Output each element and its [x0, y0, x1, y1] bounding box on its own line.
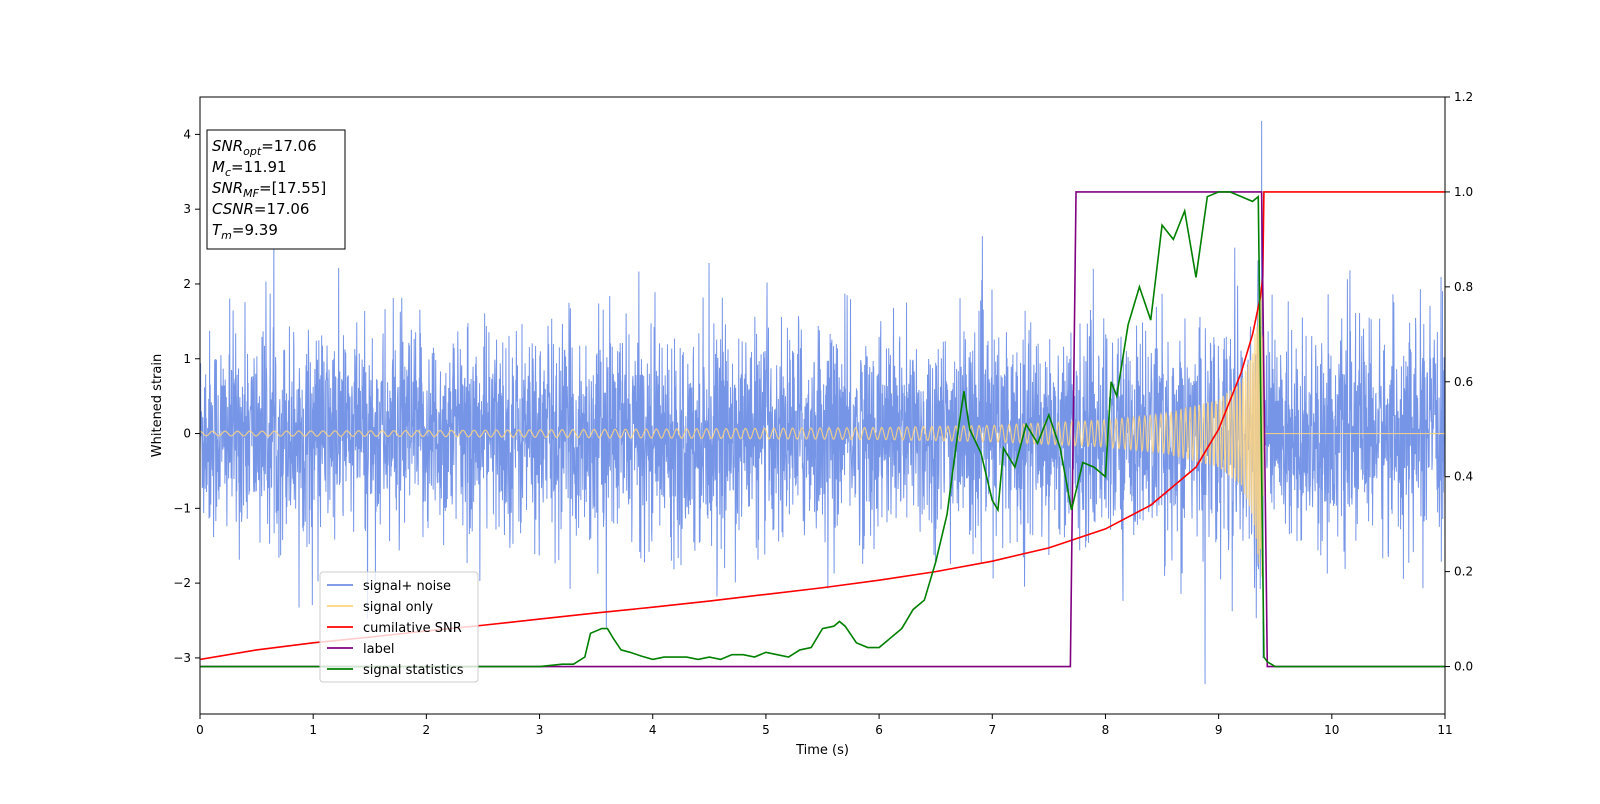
y2-tick-label: 1.2: [1454, 90, 1473, 104]
stats-box: [206, 129, 346, 250]
y2-tick-label: 0.0: [1454, 660, 1473, 674]
plot-frame: [199, 96, 1446, 715]
series-signal-only-line: [200, 291, 1445, 577]
stats-annotation: SNRopt=17.06Mc=11.91SNRMF=[17.55]CSNR=17…: [206, 129, 346, 250]
stats-line: SNRMF=[17.55]: [212, 179, 326, 200]
x-tick-label: 2: [423, 723, 431, 737]
x-tick-label: 0: [196, 723, 204, 737]
x-tick-label: 4: [649, 723, 657, 737]
y2-tick-label: 0.6: [1454, 375, 1473, 389]
x-tick-label: 8: [1102, 723, 1110, 737]
y-tick-label: 2: [183, 277, 191, 291]
stats-line: CSNR=17.06: [212, 200, 309, 218]
y2-tick-label: 1.0: [1454, 185, 1473, 199]
x-tick-label: 6: [875, 723, 883, 737]
y2-tick-label: 0.2: [1454, 565, 1473, 579]
legend: signal+ noise signal only cumilative SNR la…: [319, 571, 479, 683]
y-tick-label: 4: [183, 127, 191, 141]
x-tick-label: 11: [1437, 723, 1452, 737]
stats-line: Mc=11.91: [212, 158, 287, 179]
y-axis-label: Whitened strain: [150, 354, 165, 457]
y2-tick-label: 0.8: [1454, 280, 1473, 294]
stats-line: SNRopt=17.06: [212, 137, 317, 158]
stats-line: Tm=9.39: [212, 221, 278, 242]
x-tick-label: 3: [536, 723, 544, 737]
legend-entry: signal only: [363, 600, 433, 615]
x-tick-label: 7: [988, 723, 996, 737]
y-tick-label: 3: [183, 202, 191, 216]
y-tick-label: 1: [183, 352, 191, 366]
axes: 0 1 2 3 4 5 6 7 8 9 10 11 −3 −2 −1 0 1 2 3 4 0.0 0.2 0.4 0.6 0.8…: [150, 90, 1473, 758]
legend-entry: signal+ noise: [363, 579, 451, 594]
y-tick-label: 0: [183, 427, 191, 441]
x-tick-label: 1: [309, 723, 317, 737]
x-tick-label: 10: [1324, 723, 1339, 737]
series-signal-plus-noise-line: [200, 120, 1445, 685]
y-tick-label: −2: [173, 576, 191, 590]
x-tick-label: 9: [1215, 723, 1223, 737]
y2-tick-label: 0.4: [1454, 470, 1473, 484]
y-tick-label: −3: [173, 651, 191, 665]
series-signal-statistics-line: [200, 191, 1445, 668]
x-tick-label: 5: [762, 723, 770, 737]
legend-box: [319, 571, 479, 683]
x-axis-label: Time (s): [795, 743, 849, 758]
legend-entry: cumilative SNR: [363, 621, 462, 636]
y-tick-label: −1: [173, 501, 191, 515]
legend-entry: label: [363, 642, 394, 657]
legend-entry: signal statistics: [363, 663, 464, 678]
